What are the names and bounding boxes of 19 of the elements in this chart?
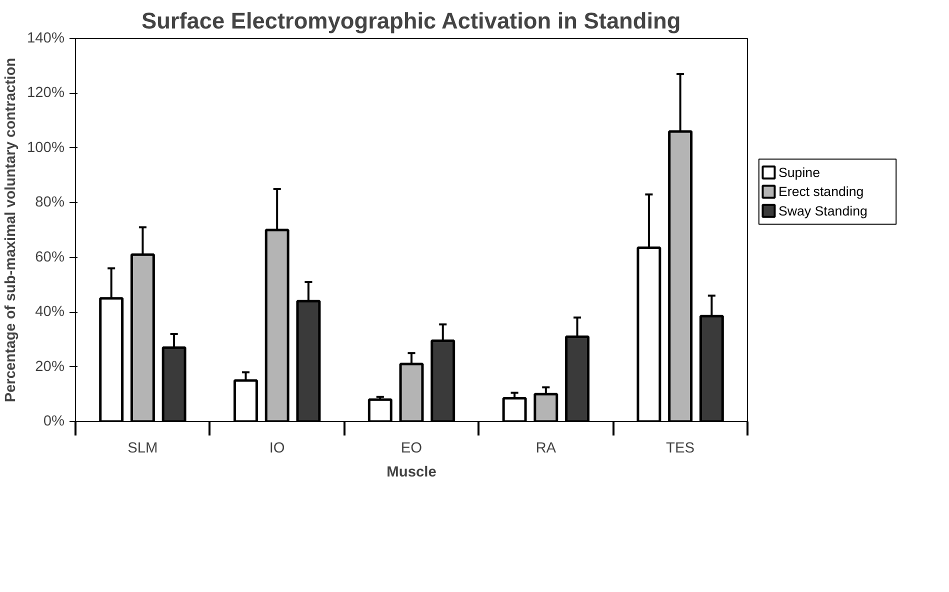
legend-label: Sway Standing xyxy=(778,203,868,218)
legend-label: Erect standing xyxy=(778,184,864,200)
x-tick-label: EO xyxy=(400,440,422,456)
legend-label: Supine xyxy=(778,165,820,180)
y-tick-label: 140% xyxy=(27,30,65,46)
x-tick-label: IO xyxy=(269,440,285,456)
y-tick-label: 120% xyxy=(27,85,65,102)
chart-title: Surface Electromyographic Activation in Standing xyxy=(141,8,681,34)
x-tick-label: TES xyxy=(666,440,695,456)
x-axis-title: Muscle xyxy=(386,464,436,480)
y-axis-title: Percentage of sub-maximal voluntary contraction xyxy=(3,58,20,402)
x-tick-label: SLM xyxy=(128,440,158,456)
y-tick-label: 0% xyxy=(43,414,65,430)
x-tick-label: RA xyxy=(536,440,556,456)
y-tick-label: 40% xyxy=(35,304,65,320)
y-tick-label: 60% xyxy=(35,249,65,266)
y-tick-label: 80% xyxy=(35,194,65,211)
y-tick-label: 100% xyxy=(27,140,65,156)
y-tick-label: 20% xyxy=(35,358,65,375)
